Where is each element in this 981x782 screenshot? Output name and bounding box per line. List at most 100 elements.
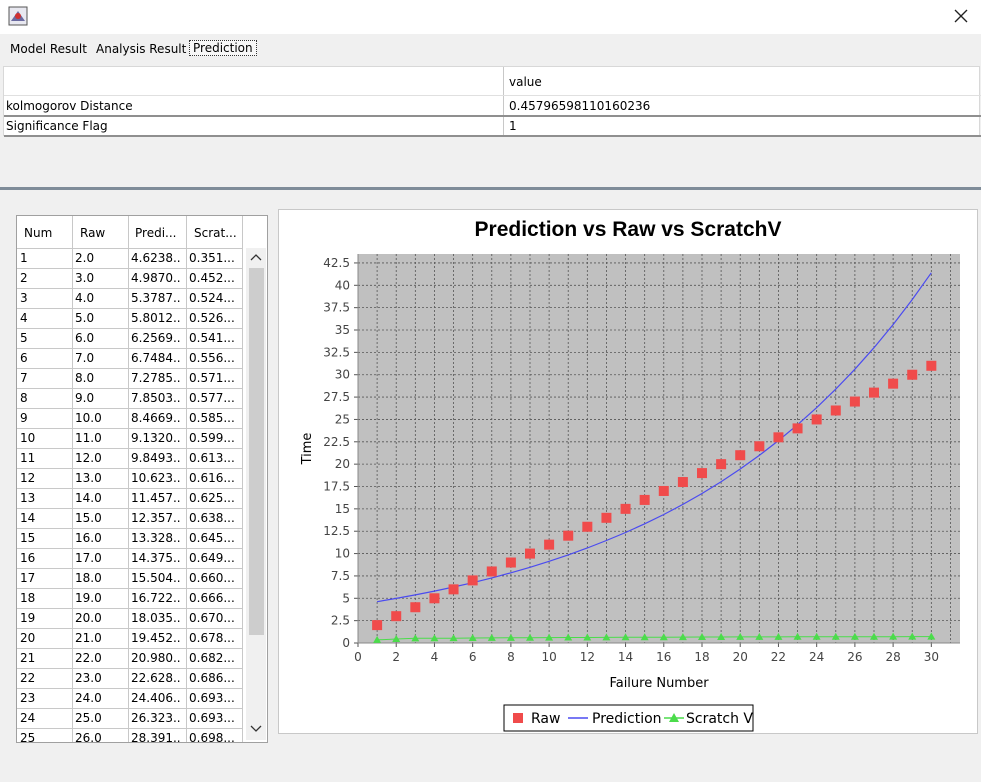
tab-bar: Model Result Analysis Result Prediction xyxy=(0,34,981,62)
column-header-raw[interactable]: Raw xyxy=(80,226,106,240)
table-row[interactable]: 20 21.0 19.452... 0.678... xyxy=(17,628,243,649)
raw-cell: 13.0 xyxy=(75,471,102,485)
y-tick-label: 2.5 xyxy=(331,614,350,628)
raw-point xyxy=(811,414,822,425)
scratch-point xyxy=(640,633,649,641)
scratch-point xyxy=(850,632,859,640)
table-row[interactable]: 7 8.0 7.2785... 0.571... xyxy=(17,368,243,389)
window-titlebar xyxy=(0,0,981,34)
x-tick-label: 28 xyxy=(885,650,900,664)
table-row[interactable]: 18 19.0 16.722... 0.666... xyxy=(17,588,243,609)
scratch-point xyxy=(487,633,496,641)
scratch-cell: 0.599... xyxy=(189,431,235,445)
table-row[interactable]: 19 20.0 18.035... 0.670... xyxy=(17,608,243,629)
num-cell: 25 xyxy=(20,731,36,743)
scratch-point xyxy=(392,634,401,642)
column-header-num[interactable]: Num xyxy=(24,226,53,240)
scratch-cell: 0.649... xyxy=(189,551,235,565)
legend-prediction-label: Prediction xyxy=(592,711,662,727)
tab-prediction[interactable]: Prediction xyxy=(189,40,257,56)
raw-point xyxy=(505,557,516,568)
prediction-cell: 9.1320... xyxy=(131,431,181,445)
raw-point xyxy=(792,423,803,434)
num-cell: 10 xyxy=(20,431,36,445)
x-tick-label: 2 xyxy=(392,650,400,664)
significance-flag-label: Significance Flag xyxy=(6,119,108,133)
scroll-up-icon[interactable] xyxy=(250,252,262,262)
y-tick-label: 30 xyxy=(335,368,350,382)
raw-point xyxy=(773,432,784,443)
tab-analysis-result[interactable]: Analysis Result xyxy=(96,42,187,56)
table-row[interactable]: 17 18.0 15.504... 0.660... xyxy=(17,568,243,589)
table-row[interactable]: 21 22.0 20.980... 0.682... xyxy=(17,648,243,669)
raw-point xyxy=(658,485,669,496)
prediction-cell: 6.2569... xyxy=(131,331,181,345)
table-row[interactable]: 8 9.0 7.8503... 0.577... xyxy=(17,388,243,409)
y-tick-label: 17.5 xyxy=(323,480,350,494)
scratch-cell: 0.660... xyxy=(189,571,235,585)
table-row[interactable]: 24 25.0 26.323... 0.693... xyxy=(17,708,243,729)
table-header: Num Raw Predi... Scrat... xyxy=(17,216,243,249)
prediction-cell: 10.623... xyxy=(131,471,181,485)
table-row[interactable]: 6 7.0 6.7484... 0.556... xyxy=(17,348,243,369)
scratch-cell: 0.682... xyxy=(189,651,235,665)
raw-point xyxy=(907,369,918,380)
table-row[interactable]: 14 15.0 12.357... 0.638... xyxy=(17,508,243,529)
table-row[interactable]: 1 2.0 4.6238... 0.351... xyxy=(17,248,243,269)
raw-cell: 20.0 xyxy=(75,611,102,625)
num-cell: 5 xyxy=(20,331,28,345)
raw-cell: 11.0 xyxy=(75,431,102,445)
raw-cell: 21.0 xyxy=(75,631,102,645)
table-row[interactable]: 22 23.0 22.628... 0.686... xyxy=(17,668,243,689)
table-row[interactable]: 23 24.0 24.406... 0.693... xyxy=(17,688,243,709)
scratch-point xyxy=(908,632,917,640)
raw-cell: 24.0 xyxy=(75,691,102,705)
scratch-cell: 0.571... xyxy=(189,371,235,385)
y-tick-label: 42.5 xyxy=(323,256,350,270)
raw-cell: 7.0 xyxy=(75,351,95,365)
scratch-cell: 0.351... xyxy=(189,251,235,265)
column-header-scratch[interactable]: Scrat... xyxy=(194,226,237,240)
x-tick-label: 0 xyxy=(354,650,362,664)
table-row[interactable]: 16 17.0 14.375... 0.649... xyxy=(17,548,243,569)
table-row[interactable]: 13 14.0 11.457... 0.625... xyxy=(17,488,243,509)
num-cell: 2 xyxy=(20,271,28,285)
table-row[interactable]: 5 6.0 6.2569... 0.541... xyxy=(17,328,243,349)
raw-point xyxy=(735,450,746,461)
table-vertical-scrollbar[interactable] xyxy=(246,248,266,740)
num-cell: 6 xyxy=(20,351,28,365)
scratch-point xyxy=(373,635,382,643)
raw-cell: 14.0 xyxy=(75,491,102,505)
raw-cell: 15.0 xyxy=(75,511,102,525)
tab-model-result[interactable]: Model Result xyxy=(10,42,87,56)
table-row[interactable]: 3 4.0 5.3787... 0.524... xyxy=(17,288,243,309)
scratch-point xyxy=(449,634,458,642)
raw-cell: 8.0 xyxy=(75,371,95,385)
scratch-cell: 0.666... xyxy=(189,591,235,605)
table-row[interactable]: 12 13.0 10.623... 0.616... xyxy=(17,468,243,489)
scroll-thumb[interactable] xyxy=(249,268,264,635)
scratch-cell: 0.524... xyxy=(189,291,235,305)
table-row[interactable]: 15 16.0 13.328... 0.645... xyxy=(17,528,243,549)
scratch-point xyxy=(545,633,554,641)
table-row[interactable]: 11 12.0 9.8493... 0.613... xyxy=(17,448,243,469)
raw-point xyxy=(448,584,459,595)
table-row[interactable]: 2 3.0 4.9870... 0.452... xyxy=(17,268,243,289)
raw-point xyxy=(467,575,478,586)
table-row[interactable]: 25 26.0 28.391... 0.698... xyxy=(17,728,243,743)
table-row[interactable]: 9 10.0 8.4669... 0.585... xyxy=(17,408,243,429)
table-row[interactable]: 4 5.0 5.8012... 0.526... xyxy=(17,308,243,329)
raw-cell: 16.0 xyxy=(75,531,102,545)
num-cell: 18 xyxy=(20,591,36,605)
column-header-prediction[interactable]: Predi... xyxy=(135,226,177,240)
raw-cell: 4.0 xyxy=(75,291,95,305)
split-pane-divider[interactable] xyxy=(0,187,981,190)
scratch-point xyxy=(430,634,439,642)
raw-point xyxy=(639,494,650,505)
raw-cell: 12.0 xyxy=(75,451,102,465)
num-cell: 3 xyxy=(20,291,28,305)
raw-cell: 26.0 xyxy=(75,731,102,743)
scroll-down-icon[interactable] xyxy=(250,724,262,734)
table-row[interactable]: 10 11.0 9.1320... 0.599... xyxy=(17,428,243,449)
close-window-icon[interactable] xyxy=(947,4,975,28)
